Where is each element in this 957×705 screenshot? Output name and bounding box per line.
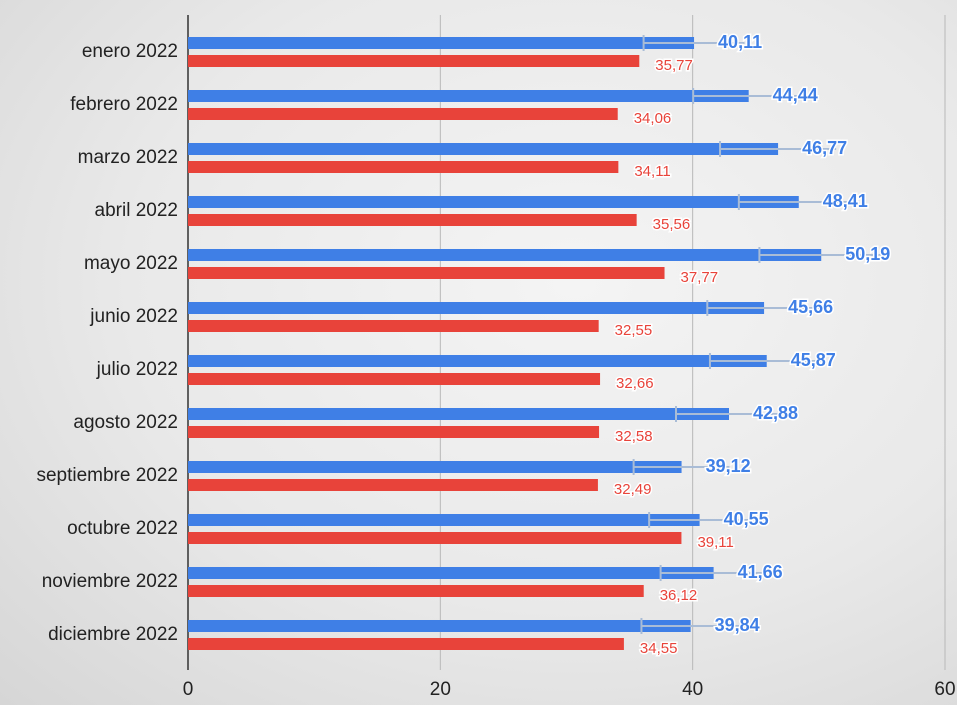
- value-label: 44,44: [773, 85, 818, 105]
- bar: [188, 267, 665, 279]
- y-tick-label: abril 2022: [95, 200, 178, 221]
- bar: [188, 355, 767, 367]
- bar: [188, 532, 682, 544]
- bar: [188, 514, 700, 526]
- bar: [188, 143, 779, 155]
- value-label: 32,49: [614, 481, 652, 498]
- value-label: 34,55: [640, 640, 678, 657]
- bar: [188, 426, 600, 438]
- x-tick-label: 0: [183, 679, 194, 700]
- bar: [188, 620, 691, 632]
- value-label: 34,06: [634, 110, 672, 127]
- x-tick-label: 20: [430, 679, 451, 700]
- y-tick-label: noviembre 2022: [42, 571, 178, 592]
- y-tick-label: mayo 2022: [84, 253, 178, 274]
- value-label: 39,11: [697, 534, 733, 551]
- value-label: 32,66: [616, 375, 654, 392]
- bar: [188, 90, 749, 102]
- x-tick-label: 40: [682, 679, 703, 700]
- y-tick-label: agosto 2022: [73, 412, 178, 433]
- bar: [188, 479, 598, 491]
- y-tick-label: enero 2022: [82, 41, 178, 62]
- value-label: 48,41: [823, 191, 868, 211]
- y-tick-label: junio 2022: [89, 306, 178, 327]
- bar: [188, 161, 619, 173]
- value-label: 42,88: [753, 403, 798, 423]
- bar: [188, 567, 714, 579]
- value-label: 45,87: [791, 350, 836, 370]
- value-label: 36,12: [660, 587, 698, 604]
- bar: [188, 408, 730, 420]
- x-tick-label: 60: [934, 679, 955, 700]
- y-tick-label: septiembre 2022: [36, 465, 178, 486]
- value-label: 32,55: [615, 322, 653, 339]
- bar: [188, 55, 640, 67]
- value-label: 46,77: [802, 138, 847, 158]
- value-label: 37,77: [681, 269, 719, 286]
- y-tick-label: febrero 2022: [70, 94, 178, 115]
- value-label: 39,12: [706, 456, 751, 476]
- bar: [188, 320, 599, 332]
- bar: [188, 214, 637, 226]
- bar: [188, 638, 624, 650]
- bar: [188, 302, 765, 314]
- value-label: 34,11: [634, 163, 670, 180]
- value-label: 40,55: [724, 509, 769, 529]
- bar: [188, 249, 822, 261]
- bar: [188, 37, 695, 49]
- value-label: 35,56: [653, 216, 691, 233]
- value-label: 41,66: [738, 562, 783, 582]
- bar: [188, 585, 644, 597]
- y-tick-label: julio 2022: [96, 359, 178, 380]
- value-label: 32,58: [615, 428, 653, 445]
- y-tick-label: marzo 2022: [78, 147, 178, 168]
- bar: [188, 461, 682, 473]
- value-label: 39,84: [715, 615, 760, 635]
- value-label: 40,11: [718, 32, 762, 52]
- bar: [188, 108, 618, 120]
- value-label: 35,77: [655, 57, 693, 74]
- y-tick-label: octubre 2022: [67, 518, 178, 539]
- bar: [188, 196, 799, 208]
- bar: [188, 373, 601, 385]
- y-tick-label: diciembre 2022: [48, 624, 178, 645]
- value-label: 45,66: [788, 297, 833, 317]
- value-label: 50,19: [845, 244, 890, 264]
